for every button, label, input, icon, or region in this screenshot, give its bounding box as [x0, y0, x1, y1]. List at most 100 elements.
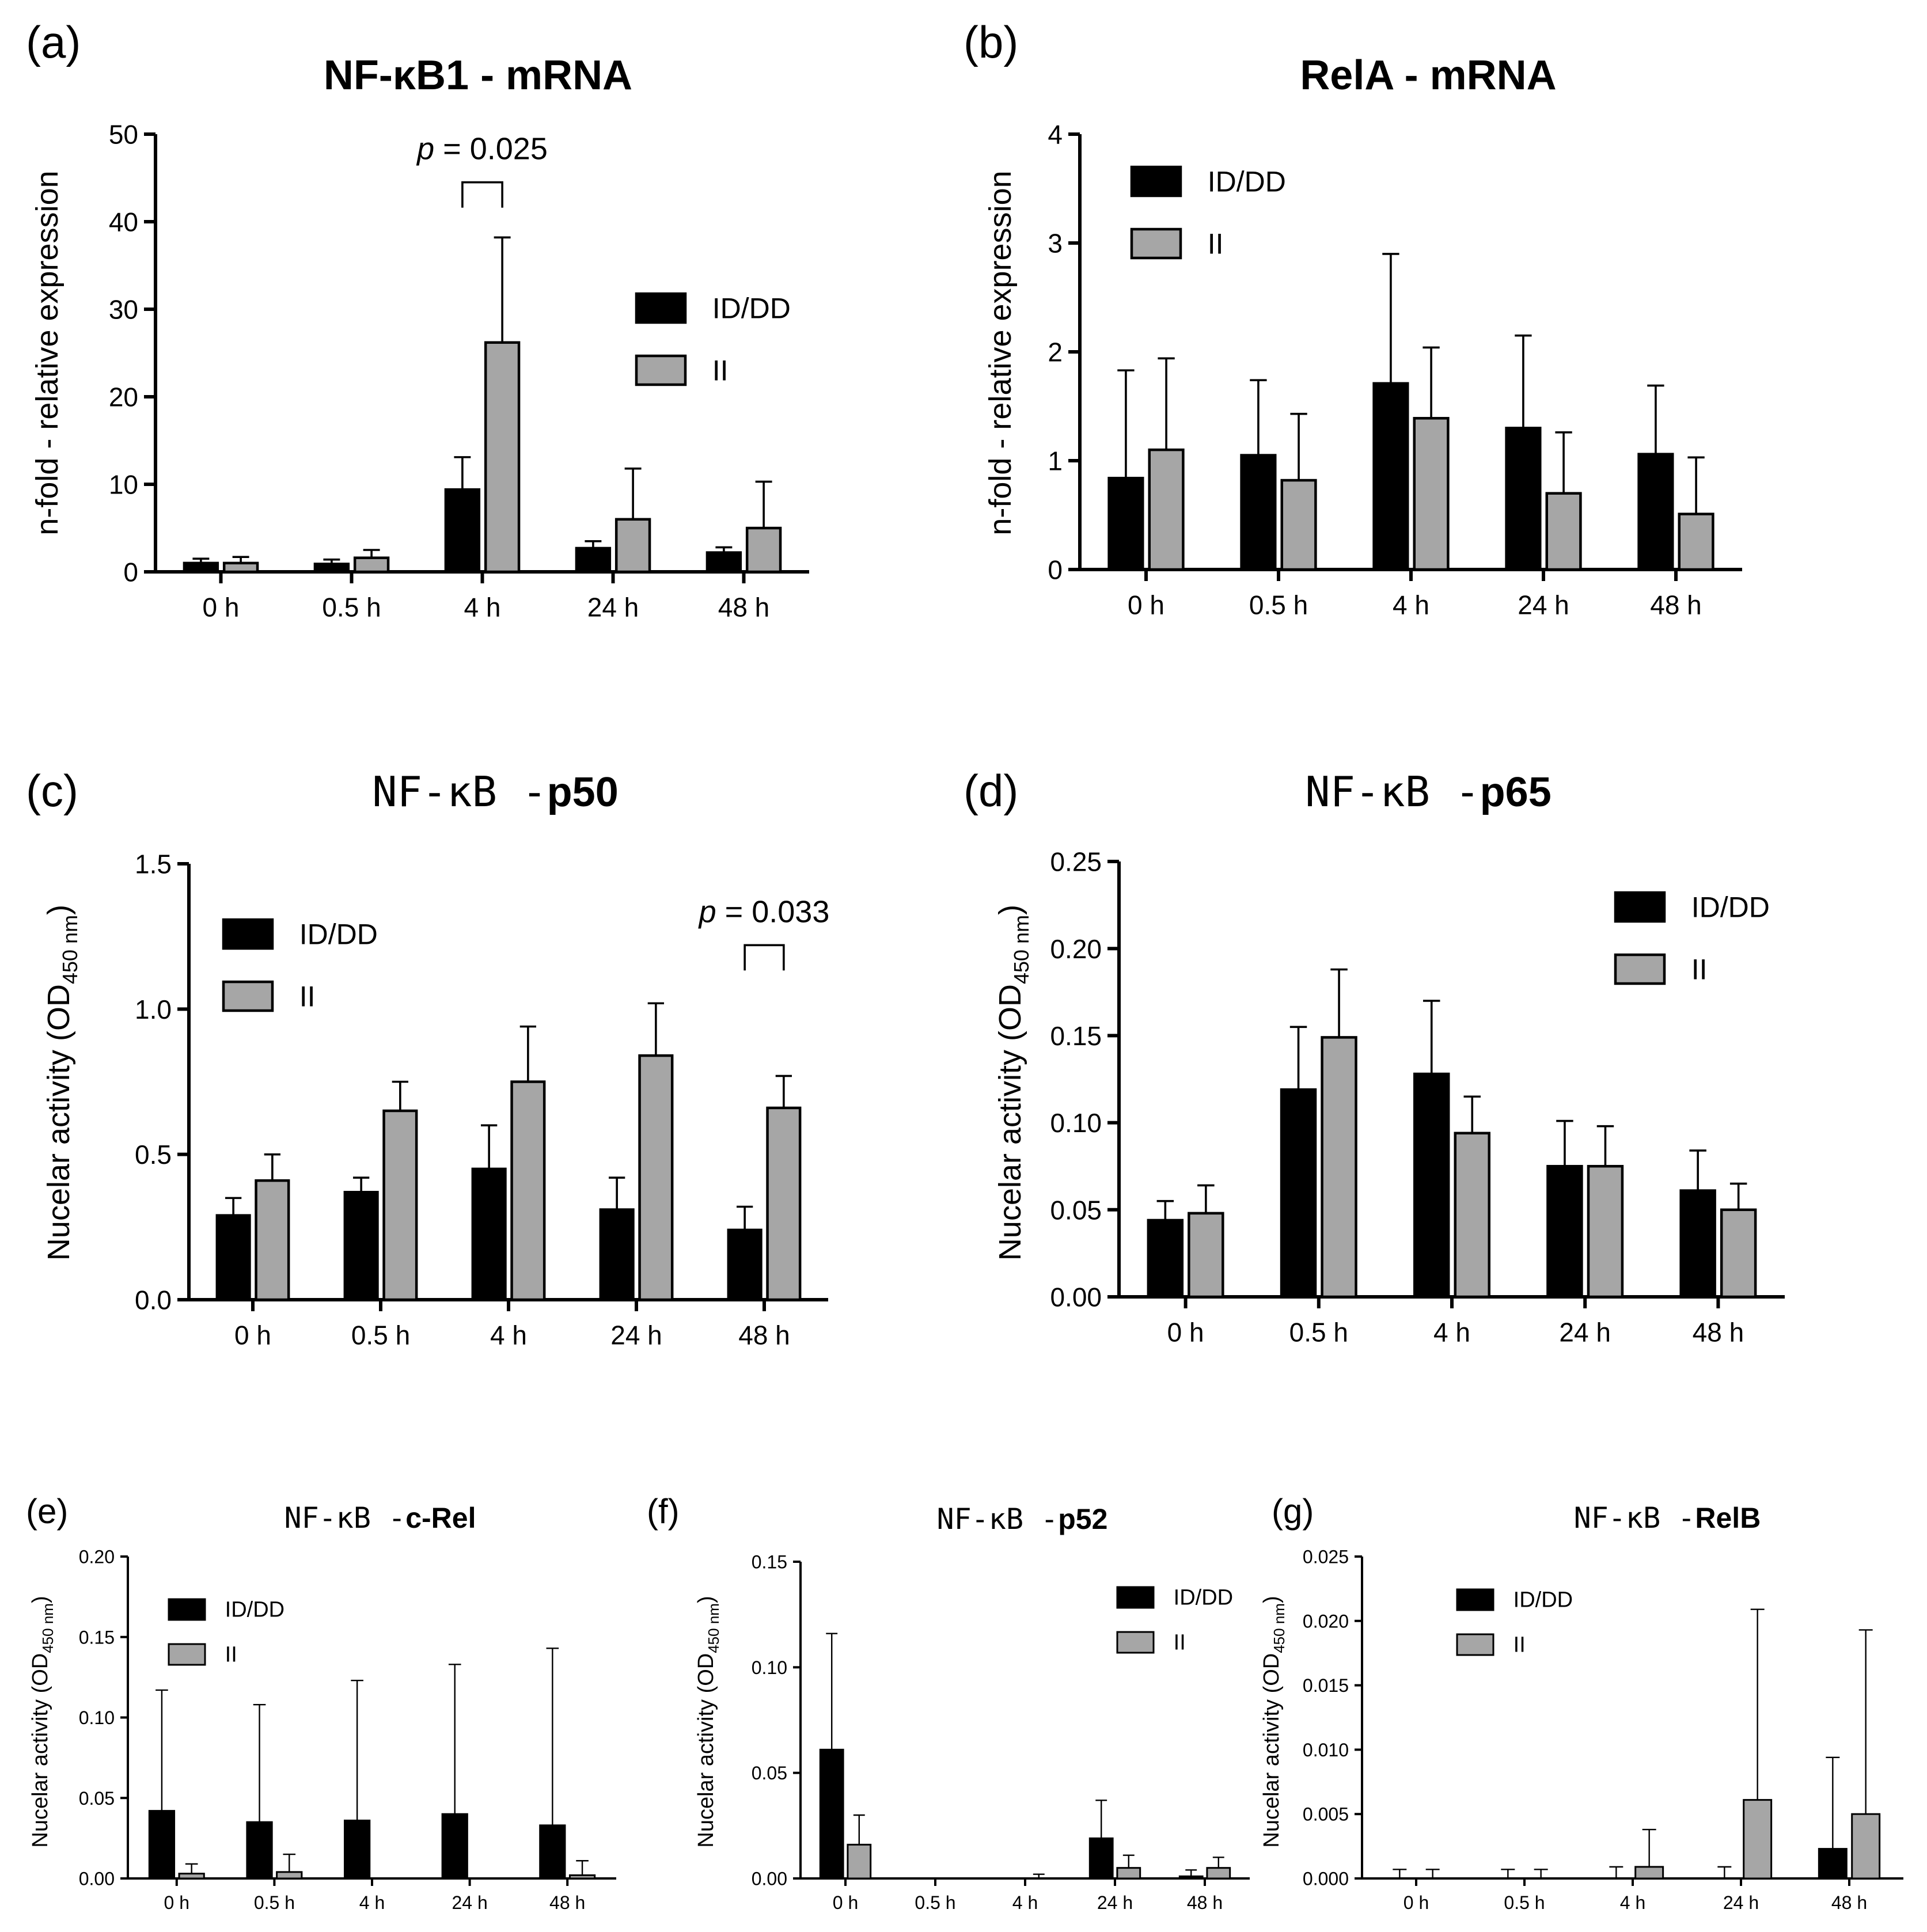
- x-tick-label: 24 h: [1559, 1318, 1611, 1348]
- bar-ii-4: [1206, 1867, 1231, 1880]
- chart-title-part: RelB: [1695, 1502, 1761, 1534]
- bar-iddd-4: [539, 1824, 566, 1880]
- legend-label: II: [299, 981, 316, 1013]
- bar-ii-4: [1851, 1813, 1881, 1880]
- bar-iddd-3: [1505, 427, 1542, 571]
- bar-iddd-1: [1280, 1088, 1317, 1299]
- y-axis-label: n-fold - relative expression: [30, 170, 65, 535]
- chart-title-part: p52: [1058, 1503, 1107, 1535]
- y-tick-label: 0.00: [1050, 1282, 1102, 1312]
- x-tick-label: 24 h: [452, 1892, 487, 1913]
- y-tick-label: 1: [1048, 446, 1063, 476]
- panel-label: (f): [647, 1492, 680, 1531]
- bar-iddd-3: [441, 1813, 468, 1880]
- legend: ID/DD II: [222, 918, 378, 1013]
- y-tick-label: 0.015: [1303, 1675, 1349, 1696]
- y-tick-label: 0.0: [135, 1285, 172, 1315]
- y-tick-label: 0.025: [1303, 1547, 1349, 1567]
- y-tick-label: 0.10: [79, 1707, 115, 1728]
- legend-swatch: [222, 918, 274, 950]
- chart-title: NF-κB -p65: [1305, 768, 1552, 816]
- y-tick-label: 0.25: [1050, 847, 1102, 877]
- bar-ii-3: [614, 518, 651, 574]
- chart-title-part: p65: [1480, 769, 1552, 815]
- panel-label: (e): [26, 1492, 68, 1531]
- x-tick-label: 48 h: [1187, 1892, 1223, 1913]
- y-tick-label: 0.000: [1303, 1869, 1349, 1889]
- x-tick-label: 0.5 h: [1289, 1318, 1348, 1348]
- bar-ii-0: [255, 1179, 290, 1301]
- p-value-annotation: p = 0.025: [416, 132, 548, 166]
- legend-label: ID/DD: [712, 293, 791, 325]
- y-axis-label: Nucelar activity (OD450 nm): [694, 1596, 722, 1847]
- x-tick-label: 4 h: [359, 1892, 385, 1913]
- x-tick-label: 48 h: [1693, 1318, 1744, 1348]
- bar-iddd-0: [1147, 1219, 1184, 1299]
- y-tick-label: 3: [1048, 229, 1063, 259]
- legend-swatch: [1456, 1588, 1494, 1611]
- bar-iddd-0: [148, 1810, 176, 1880]
- y-tick-label: 0.00: [752, 1869, 787, 1889]
- y-tick-label: 0.005: [1303, 1804, 1349, 1825]
- chart-panel-f: (f) NF-κB -p52 Nucelar activity (OD450 nm)…: [647, 1492, 1250, 1913]
- x-tick-label: 4 h: [490, 1320, 527, 1350]
- bar-iddd-1: [1240, 454, 1277, 571]
- legend-swatch: [1614, 891, 1666, 923]
- y-tick-label: 0: [1048, 555, 1063, 585]
- y-axis-label: Nucelar activity (OD450 nm): [41, 905, 82, 1261]
- legend-label: II: [1174, 1631, 1186, 1655]
- bar-ii-2: [484, 341, 521, 574]
- legend-swatch: [1130, 227, 1182, 260]
- legend-label: II: [712, 355, 729, 387]
- chart-title: NF-κB -c-Rel: [285, 1501, 476, 1535]
- legend-label: II: [225, 1643, 237, 1667]
- legend-label: II: [1691, 954, 1708, 986]
- x-tick-label: 4 h: [1393, 590, 1429, 620]
- bar-ii-0: [178, 1873, 205, 1880]
- x-tick-label: 0 h: [164, 1892, 189, 1913]
- chart-title-part: NF-κB1 - mRNA: [324, 52, 632, 98]
- legend: ID/DD II: [635, 292, 791, 387]
- x-tick-label: 48 h: [738, 1320, 790, 1350]
- bar-ii-3: [638, 1054, 674, 1301]
- bar-ii-3: [1545, 492, 1582, 571]
- chart-title: NF-κB1 - mRNA: [324, 52, 632, 98]
- bar-iddd-4: [1637, 453, 1674, 571]
- x-tick-label: 24 h: [1518, 590, 1569, 620]
- chart-title-part: p50: [547, 769, 619, 815]
- legend-swatch: [1614, 953, 1666, 985]
- y-tick-label: 0.010: [1303, 1740, 1349, 1760]
- x-tick-label: 48 h: [549, 1892, 585, 1913]
- legend-swatch: [1116, 1631, 1155, 1654]
- bar-iddd-4: [705, 551, 742, 574]
- y-tick-label: 0.15: [752, 1552, 787, 1573]
- y-tick-label: 40: [109, 207, 138, 237]
- legend-label: ID/DD: [1208, 166, 1286, 198]
- bar-ii-2: [1634, 1866, 1664, 1880]
- chart-title-part: NF-κB -: [1574, 1501, 1695, 1535]
- bar-iddd-4: [1679, 1189, 1716, 1299]
- bar-ii-2: [510, 1080, 546, 1301]
- y-axis-label: Nucelar activity (OD450 nm): [1260, 1596, 1288, 1847]
- bar-ii-1: [1321, 1036, 1357, 1299]
- y-axis-label: Nucelar activity (OD450 nm): [28, 1596, 56, 1847]
- chart-panel-c: (c) NF-κB -p50 Nucelar activity (OD450 nm)…: [26, 765, 829, 1350]
- chart-title: NF-κB -RelB: [1574, 1501, 1761, 1535]
- chart-panel-g: (g) NF-κB -RelB Nucelar activity (OD450 nm…: [1260, 1492, 1903, 1913]
- bar-ii-1: [382, 1109, 418, 1301]
- chart-title: NF-κB -p50: [372, 768, 619, 816]
- bar-iddd-0: [215, 1214, 251, 1301]
- legend-swatch: [635, 292, 687, 324]
- legend-swatch: [1456, 1633, 1494, 1656]
- legend-label: ID/DD: [1691, 891, 1770, 924]
- x-tick-label: 24 h: [587, 593, 639, 623]
- x-tick-label: 4 h: [1012, 1892, 1038, 1913]
- bar-ii-1: [1280, 479, 1317, 571]
- bar-ii-4: [1720, 1208, 1757, 1299]
- y-tick-label: 30: [109, 295, 138, 325]
- y-tick-label: 0.5: [135, 1140, 172, 1170]
- bar-ii-0: [222, 561, 259, 574]
- chart-title-part: NF-κB -: [1305, 768, 1480, 816]
- y-tick-label: 1.5: [135, 849, 172, 879]
- x-tick-label: 0.5 h: [1249, 590, 1308, 620]
